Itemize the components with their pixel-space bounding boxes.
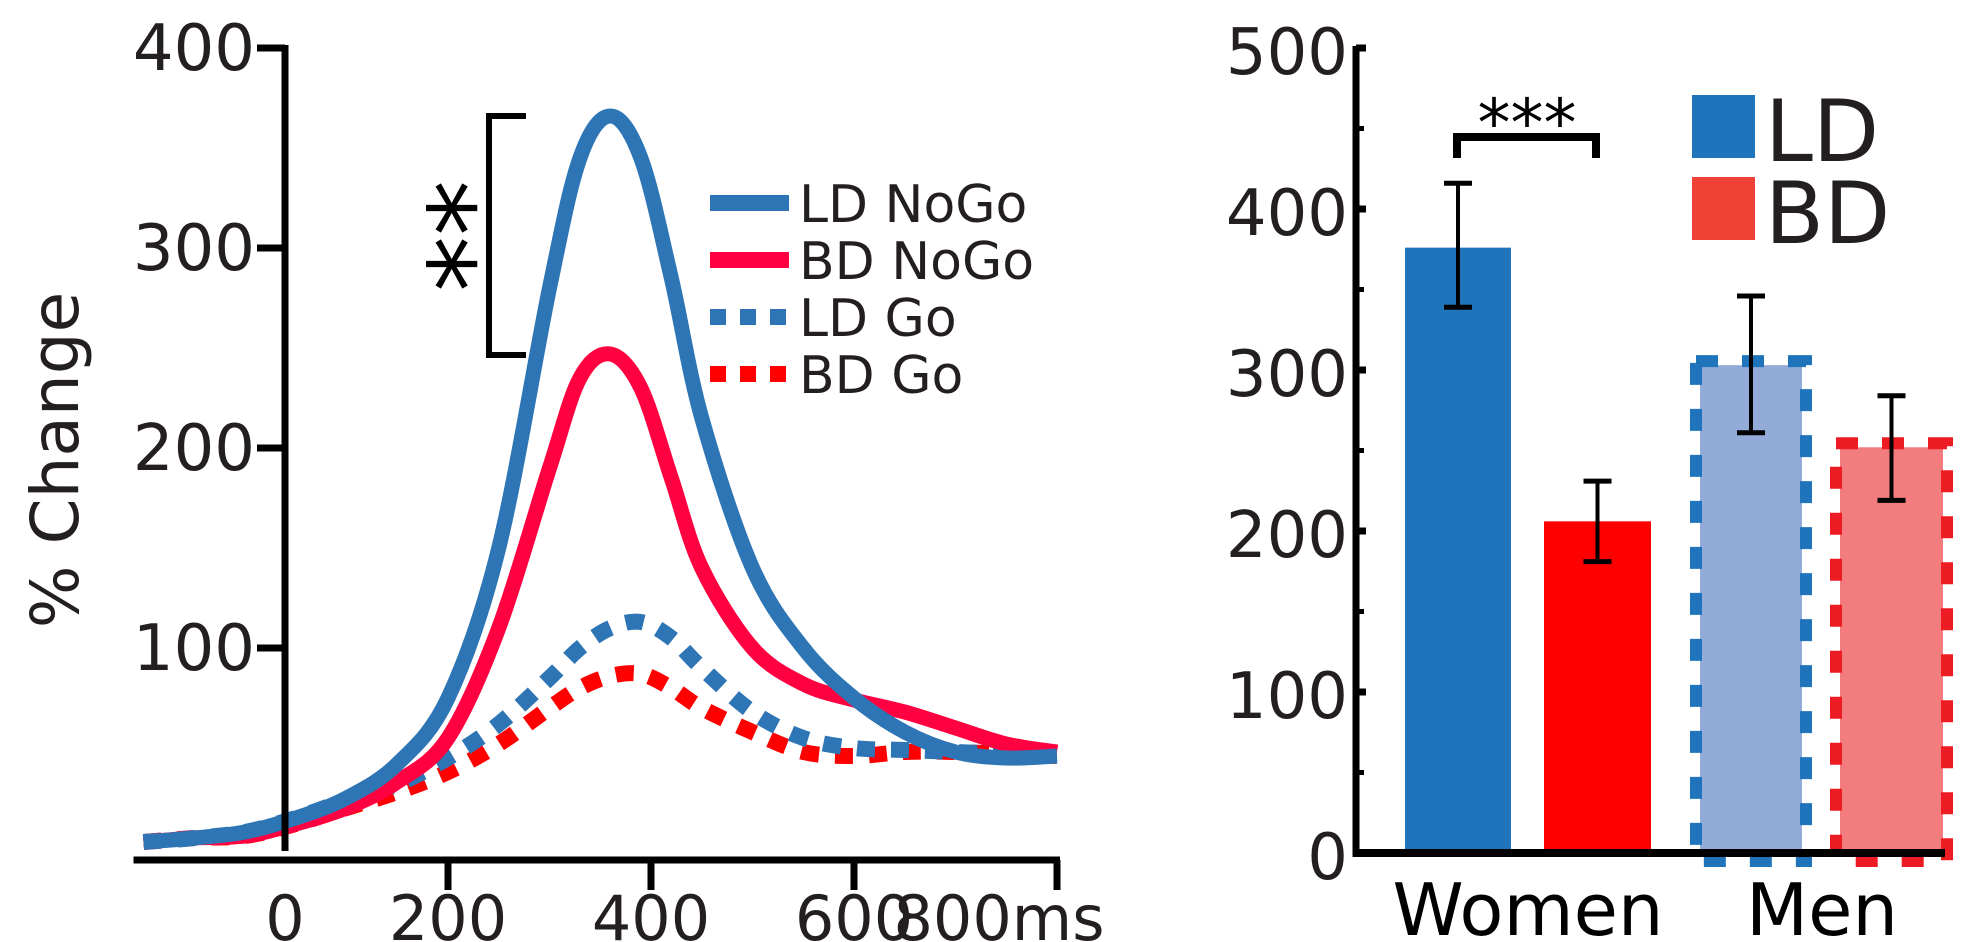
- x-tick-label: 800ms: [893, 882, 1104, 942]
- x-tick-label: 0: [265, 882, 304, 942]
- bar-y-tick-label: 500: [1226, 16, 1348, 90]
- legend-label: BD Go: [799, 346, 963, 406]
- bar-fill: [1700, 365, 1802, 853]
- legend-label: LD Go: [799, 289, 957, 349]
- bar-y-tick-label: 300: [1226, 338, 1348, 412]
- bar-y-tick-label: 0: [1307, 821, 1348, 895]
- bar-men-bd: [1830, 393, 1953, 867]
- bar-y-tick-label: 200: [1226, 499, 1348, 573]
- x-tick-label: 200: [389, 882, 507, 942]
- category-label: Men: [1746, 868, 1898, 942]
- bar-legend-label: LD: [1765, 82, 1879, 182]
- significance-stars: **: [367, 180, 497, 292]
- bar-y-tick-label: 100: [1226, 660, 1348, 734]
- bar-fill: [1405, 247, 1511, 853]
- bar-fill: [1840, 447, 1943, 853]
- line-series-group: [142, 108, 1059, 850]
- bar-women-bd: [1544, 478, 1651, 853]
- bar-legend-swatch: [1692, 177, 1755, 240]
- bar-significance-bracket: [1453, 133, 1600, 158]
- bar-y-tick-label: 400: [1226, 177, 1348, 251]
- y-ticks: 100 200 300 400: [133, 12, 285, 686]
- bar-legend-label: BD: [1765, 164, 1890, 264]
- legend-label: LD NoGo: [799, 175, 1027, 235]
- category-label: Women: [1392, 868, 1663, 942]
- x-tick-label: 400: [592, 882, 710, 942]
- y-tick-label: 300: [133, 212, 255, 286]
- line-bd-nogo: [142, 346, 1059, 850]
- line-ld-nogo: [142, 108, 1058, 850]
- bar-significance-stars: ***: [1478, 85, 1577, 162]
- bar-y-ticks: 0 100 200 300 400 500: [1226, 16, 1366, 895]
- bar-men-ld: [1690, 293, 1812, 867]
- category-labels: Women Men: [1392, 868, 1898, 942]
- x-tick-label: 600: [795, 882, 913, 942]
- y-axis-title: % Change: [17, 292, 94, 628]
- y-tick-label: 400: [133, 12, 255, 86]
- bar-women-ld: [1405, 180, 1511, 853]
- bars-group: [1405, 180, 1953, 867]
- bar-fill: [1544, 521, 1651, 853]
- bar-legend-swatch: [1692, 95, 1755, 158]
- y-tick-label: 200: [133, 412, 255, 486]
- legend-label: BD NoGo: [799, 232, 1034, 292]
- significance-bracket: [486, 113, 526, 358]
- y-tick-label: 100: [133, 612, 255, 686]
